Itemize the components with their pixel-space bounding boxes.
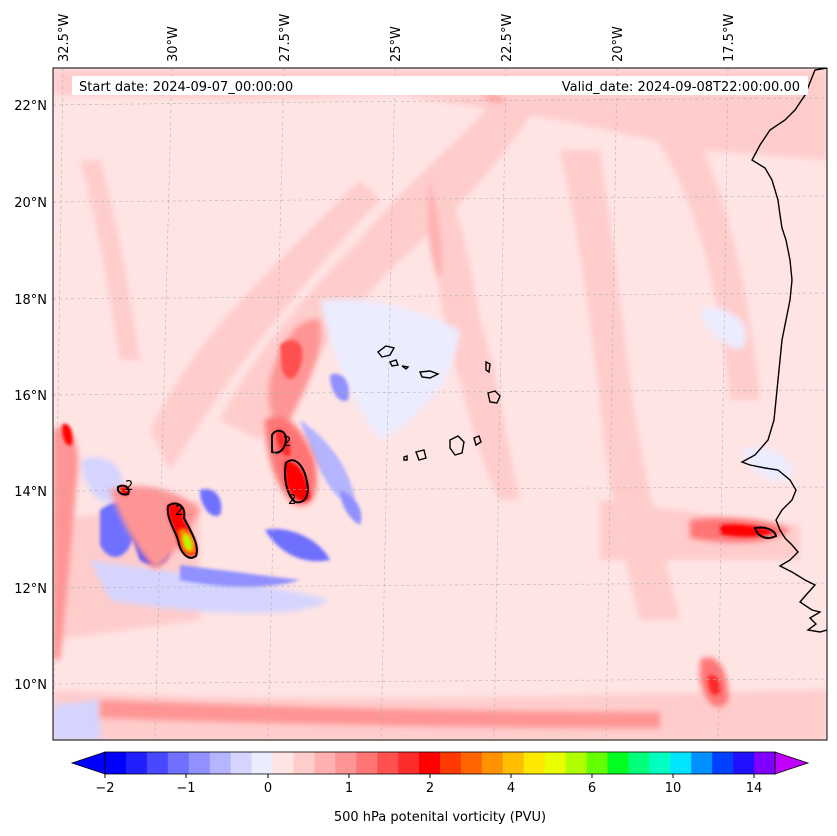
colorbar-cell [712,752,734,774]
lon-label: 20°W [611,26,626,62]
contour-line [271,429,288,454]
colorbar: −2 −1 0 1 2 4 6 10 14 500 hPa potenital … [70,751,810,825]
colorbar-cell [230,752,253,774]
date-banner [72,76,808,95]
colorbar-cell [419,752,441,774]
contour-line [166,502,198,559]
colorbar-outline [104,751,776,775]
colorbar-cell [502,752,525,774]
colorbar-cell [628,752,650,774]
map-frame [52,67,828,741]
colorbar-tick-label: 14 [746,781,763,796]
colorbar-cell [586,752,608,774]
colorbar-tick-label: 6 [588,781,596,796]
island-outline [485,360,491,374]
pv-positive-core [62,340,775,696]
colorbar-tick-label: −1 [176,781,195,796]
colorbar-cell [209,752,232,774]
lon-label: 27.5°W [278,14,293,62]
colorbar-cell [293,752,315,774]
lon-label: 25°W [389,26,404,62]
colorbar-tick-label: 1 [345,781,353,796]
colorbar-cells [105,752,776,774]
colorbar-cell [125,752,148,774]
colorbar-label: 500 hPa potenital vorticity (PVU) [334,810,546,825]
pv-2-contours [116,429,778,559]
lon-label: 17.5°W [722,14,737,62]
island-outline [487,390,501,404]
colorbar-cell [251,752,273,774]
colorbar-cell [398,752,420,774]
start-date-text: Start date: 2024-09-07_00:00:00 [79,80,293,95]
colorbar-cell [649,752,671,774]
coastlines [377,68,827,633]
lat-label: 22°N [14,99,47,114]
colorbar-over-arrow [774,751,810,775]
pv-field: 2 2 2 2 [53,68,827,740]
colorbar-tick-labels: −2 −1 0 1 2 4 6 10 14 [95,781,762,796]
latitude-labels: 22°N 20°N 18°N 16°N 14°N 12°N 10°N [14,99,47,693]
lat-label: 20°N [14,196,47,211]
colorbar-cell [440,752,462,774]
lat-label: 14°N [14,485,47,500]
colorbar-cell [754,752,776,774]
colorbar-tick-label: −2 [95,781,114,796]
lat-label: 16°N [14,389,47,404]
colorbar-cell [356,752,378,774]
island-outline [415,449,427,461]
island-outline [389,359,399,367]
contour-value-label: 2 [175,504,183,519]
island-outline [403,455,408,461]
colorbar-cell [167,752,190,774]
contour-line [753,526,778,539]
colorbar-cell [481,752,504,774]
contour-value-label: 2 [288,493,296,508]
colorbar-cell [607,752,629,774]
colorbar-cell [377,752,399,774]
colorbar-cell [733,752,755,774]
colorbar-under-arrow [70,751,106,775]
colorbar-cell [105,752,127,774]
island-outline [473,435,482,447]
colorbar-cell [670,752,692,774]
colorbar-tick-label: 4 [507,781,515,796]
colorbar-cell [523,752,546,774]
longitude-labels: 32.5°W 30°W 27.5°W 25°W 22.5°W 20°W 17.5… [57,14,737,62]
graticule [53,68,827,740]
colorbar-tick-label: 2 [426,781,434,796]
lat-label: 10°N [14,678,47,693]
contour-value-label: 2 [125,479,133,494]
lat-label: 18°N [14,293,47,308]
colorbar-cell [188,752,211,774]
lat-label: 12°N [14,582,47,597]
colorbar-cell [691,752,713,774]
colorbar-tick-label: 10 [665,781,682,796]
island-outline [401,365,410,370]
valid-date-text: Valid_date: 2024-09-08T22:00:00.00 [562,80,800,95]
colorbar-cell [146,752,169,774]
colorbar-cell [460,752,483,774]
colorbar-cell [314,752,336,774]
contour-line [284,459,309,504]
colorbar-cell [272,752,294,774]
contour-line [116,484,130,496]
africa-coastline [740,68,827,633]
island-outline [419,370,440,379]
island-outline [377,345,396,358]
colorbar-cell [335,752,357,774]
lon-label: 30°W [166,26,181,62]
colorbar-ticks [104,774,755,778]
island-outline [449,435,465,456]
colorbar-cell [565,752,588,774]
colorbar-tick-label: 0 [264,781,272,796]
colorbar-cell [544,752,567,774]
lon-label: 32.5°W [57,14,72,62]
lon-label: 22.5°W [500,14,515,62]
contour-value-label: 2 [283,435,291,450]
